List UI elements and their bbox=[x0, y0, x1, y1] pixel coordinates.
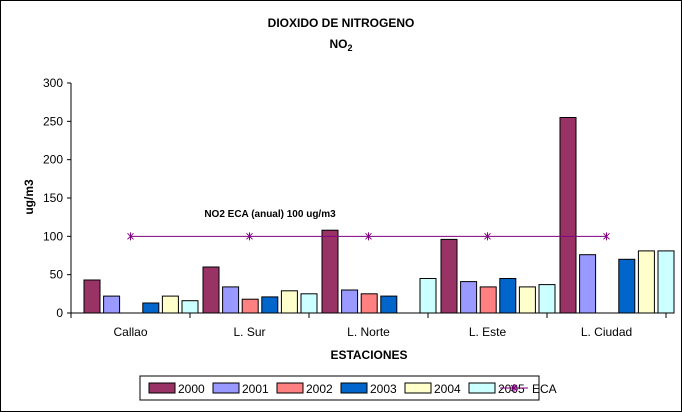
bar-2003-lnorte bbox=[380, 295, 398, 314]
bar-2001-lsur bbox=[222, 286, 240, 314]
legend-swatch-2000 bbox=[148, 382, 176, 394]
bar-2000-lciudad bbox=[559, 117, 577, 314]
legend-label-2005: 2005 bbox=[498, 382, 525, 396]
chart-subtitle: NO2 bbox=[329, 37, 352, 53]
y-tick-label: 100 bbox=[43, 229, 63, 243]
x-tick-label: L. Norte bbox=[347, 325, 390, 339]
legend-label-2001: 2001 bbox=[242, 382, 269, 396]
bar-2003-lsur bbox=[261, 296, 279, 314]
legend-swatch-2002 bbox=[276, 382, 304, 394]
y-tick-label: 50 bbox=[50, 268, 64, 282]
bar-2000-lsur bbox=[202, 266, 220, 314]
bar-2000-lnorte bbox=[321, 229, 339, 314]
bar-2000-callao bbox=[83, 279, 101, 314]
bar-2000-leste bbox=[440, 238, 458, 314]
x-tick-label: L. Sur bbox=[233, 325, 265, 339]
eca-marker-4 bbox=[603, 232, 610, 241]
eca-marker-1 bbox=[246, 232, 253, 241]
eca-marker-3 bbox=[484, 232, 491, 241]
bar-2001-lnorte bbox=[341, 289, 359, 314]
bars-group bbox=[83, 117, 675, 314]
bar-2004-lsur bbox=[280, 290, 298, 314]
y-tick-label: 300 bbox=[43, 76, 63, 90]
y-tick-label: 150 bbox=[43, 191, 63, 205]
chart-subtitle-subscript: 2 bbox=[347, 43, 352, 53]
legend-swatch-2001 bbox=[212, 382, 240, 394]
bar-2002-leste bbox=[479, 286, 497, 314]
legend-label-2003: 2003 bbox=[370, 382, 397, 396]
legend-label-eca: ECA bbox=[532, 382, 557, 396]
legend-label-2004: 2004 bbox=[434, 382, 461, 396]
bar-2001-lciudad bbox=[579, 254, 597, 314]
x-ticks-group: Callao L. Sur L. Norte L. Este L. Ciudad bbox=[70, 313, 667, 339]
legend: 2000 2001 2002 2003 2004 2005 ECA bbox=[148, 382, 557, 396]
x-tick-label: L. Ciudad bbox=[581, 325, 632, 339]
bar-2005-lsur bbox=[300, 293, 318, 314]
bar-2005-lciudad bbox=[657, 250, 675, 314]
bar-2003-leste bbox=[499, 278, 517, 314]
bar-2001-callao bbox=[103, 295, 121, 314]
chart-title: DIOXIDO DE NITROGENO bbox=[268, 16, 415, 30]
bar-2004-leste bbox=[518, 286, 536, 314]
legend-swatch-2003 bbox=[340, 382, 368, 394]
x-axis-label: ESTACIONES bbox=[330, 348, 407, 362]
legend-swatch-eca-marker bbox=[510, 384, 518, 392]
y-axis-label: ug/m3 bbox=[22, 179, 36, 215]
legend-label-2002: 2002 bbox=[306, 382, 333, 396]
legend-label-2000: 2000 bbox=[178, 382, 205, 396]
bar-2003-callao bbox=[142, 302, 160, 314]
chart-subtitle-main: NO bbox=[329, 37, 347, 51]
bar-2002-lnorte bbox=[360, 293, 378, 314]
legend-swatch-2005 bbox=[468, 382, 496, 394]
bar-2002-lsur bbox=[241, 298, 259, 314]
eca-marker-0 bbox=[127, 232, 134, 241]
y-ticks-group: 0 50 100 150 200 250 300 bbox=[43, 76, 71, 320]
y-tick-label: 0 bbox=[56, 306, 63, 320]
bar-2004-lciudad bbox=[637, 250, 655, 314]
y-tick-label: 250 bbox=[43, 114, 63, 128]
bar-2005-leste bbox=[538, 284, 556, 314]
bar-2005-callao bbox=[181, 300, 199, 314]
eca-annotation: NO2 ECA (anual) 100 ug/m3 bbox=[204, 209, 336, 220]
bar-2004-callao bbox=[161, 295, 179, 314]
bar-2001-leste bbox=[460, 281, 478, 314]
bar-2005-lnorte bbox=[419, 278, 437, 314]
y-tick-label: 200 bbox=[43, 153, 63, 167]
reference-line-group bbox=[127, 232, 610, 241]
axes-group bbox=[70, 83, 666, 314]
legend-swatch-2004 bbox=[404, 382, 432, 394]
x-tick-label: Callao bbox=[113, 325, 147, 339]
eca-marker-2 bbox=[365, 232, 372, 241]
bar-2003-lciudad bbox=[618, 258, 636, 314]
x-tick-label: L. Este bbox=[469, 325, 507, 339]
